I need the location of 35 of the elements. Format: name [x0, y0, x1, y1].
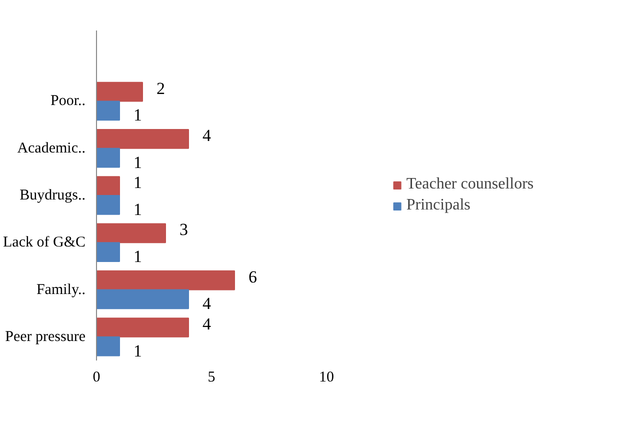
- x-tick-label: 0: [92, 370, 100, 386]
- y-tick-label: Peer pressure: [5, 328, 86, 345]
- bar: [96, 129, 189, 149]
- data-label: 4: [202, 294, 212, 314]
- bar: [96, 82, 143, 102]
- bar: [96, 148, 120, 168]
- legend-label: Teacher counsellors: [406, 176, 534, 194]
- data-label: 1: [134, 247, 142, 266]
- data-label: 4: [202, 314, 212, 334]
- bar: [96, 289, 189, 310]
- y-tick-label: Academic..: [17, 140, 86, 156]
- data-label: 4: [202, 126, 212, 145]
- bar: [96, 223, 166, 244]
- data-label: 1: [134, 152, 142, 172]
- y-tick-label: Family..: [36, 282, 86, 298]
- x-tick-label: 10: [319, 370, 334, 386]
- bar: [96, 270, 235, 290]
- legend-label: Principals: [406, 196, 470, 214]
- y-tick-label: Lack of G&C: [3, 234, 86, 251]
- bar: [96, 100, 120, 121]
- data-label: 1: [134, 173, 142, 192]
- data-label: 3: [180, 220, 188, 240]
- bar: [96, 242, 120, 262]
- data-label: 2: [156, 78, 165, 98]
- y-tick-label: Buydrugs..: [20, 188, 86, 204]
- data-label: 6: [248, 267, 257, 286]
- bar: [96, 336, 120, 356]
- x-tick-label: 5: [208, 370, 216, 386]
- y-tick-label: Poor..: [50, 93, 86, 110]
- bar: [96, 176, 120, 196]
- data-label: 1: [134, 341, 142, 360]
- bar: [96, 318, 189, 338]
- data-label: 1: [134, 200, 142, 219]
- bar: [96, 195, 120, 215]
- data-label: 1: [134, 106, 142, 125]
